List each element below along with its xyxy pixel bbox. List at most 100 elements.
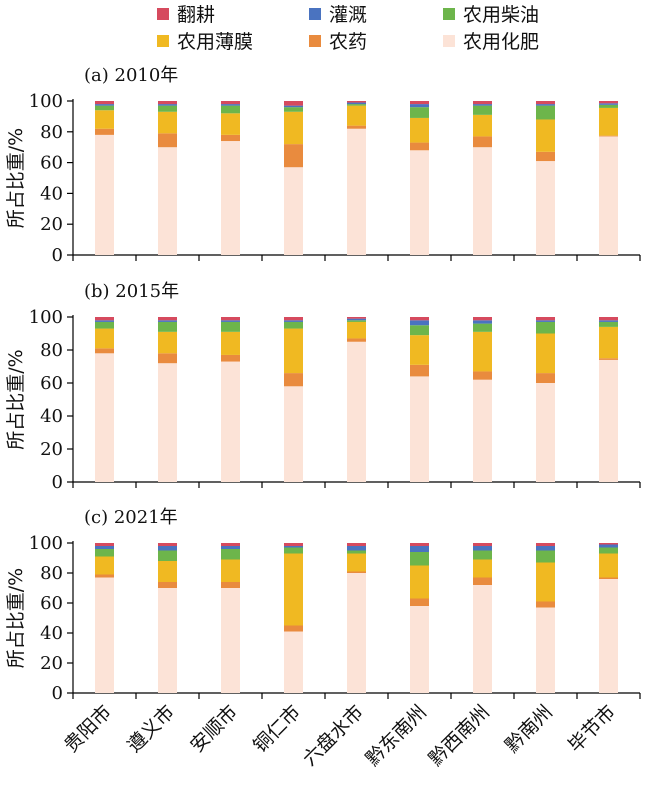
panel-title-1: (a) 2010年 <box>84 65 178 86</box>
y-tick-label-1-5: 100 <box>29 91 63 112</box>
bar-segment-p3-c5-s2 <box>347 571 366 573</box>
bar-segment-p3-c1-s3 <box>95 556 114 575</box>
bar-segment-p3-c7-s5 <box>473 546 492 551</box>
category-label-4: 铜仁市 <box>249 701 305 757</box>
bar-segment-p1-c3-s5 <box>221 104 240 106</box>
bar-segment-p2-c8-s4 <box>536 321 555 334</box>
bar-segment-p3-c7-s1 <box>473 585 492 693</box>
bar-segment-p2-c4-s1 <box>284 386 303 482</box>
bar-segment-p3-c8-s3 <box>536 562 555 602</box>
bar-segment-p1-c2-s1 <box>158 147 177 255</box>
bar-segment-p3-c1-s4 <box>95 549 114 557</box>
bar-segment-p1-c3-s1 <box>221 141 240 255</box>
bar-segment-p2-c2-s6 <box>158 317 177 321</box>
bar-segment-p1-c9-s3 <box>599 107 618 136</box>
bar-segment-p2-c3-s6 <box>221 317 240 321</box>
bar-segment-p3-c8-s1 <box>536 607 555 693</box>
bar-segment-p2-c2-s5 <box>158 320 177 322</box>
bar-segment-p1-c3-s3 <box>221 113 240 135</box>
bar-segment-p1-c4-s3 <box>284 111 303 145</box>
bar-segment-p3-c3-s5 <box>221 546 240 549</box>
bar-segment-p1-c1-s5 <box>95 104 114 106</box>
bar-segment-p3-c1-s2 <box>95 574 114 578</box>
legend-label-4: 农用薄膜 <box>177 31 253 53</box>
bar-segment-p2-c6-s1 <box>410 376 429 482</box>
category-label-1: 贵阳市 <box>60 701 116 757</box>
legend-swatch-6 <box>443 35 455 47</box>
bar-segment-p3-c7-s3 <box>473 559 492 578</box>
y-axis-label-3: 所占比重/% <box>5 568 27 668</box>
bar-segment-p2-c9-s6 <box>599 317 618 321</box>
y-tick-label-3-4: 80 <box>40 563 63 584</box>
category-label-9: 毕节市 <box>564 701 620 757</box>
panel-title-2: (b) 2015年 <box>84 281 179 302</box>
bar-segment-p1-c1-s6 <box>95 101 114 105</box>
bar-segment-p2-c3-s2 <box>221 354 240 362</box>
bar-segment-p3-c6-s3 <box>410 565 429 599</box>
legend-swatch-5 <box>309 35 321 47</box>
bar-segment-p2-c4-s4 <box>284 321 303 329</box>
bar-segment-p3-c3-s3 <box>221 559 240 582</box>
bar-segment-p3-c7-s2 <box>473 577 492 585</box>
bar-segment-p2-c5-s1 <box>347 341 366 482</box>
category-label-5: 六盘水市 <box>299 701 368 770</box>
y-tick-label-3-1: 20 <box>40 653 63 674</box>
bar-segment-p2-c4-s6 <box>284 317 303 321</box>
bar-segment-p3-c8-s2 <box>536 601 555 608</box>
bar-segment-p3-c6-s5 <box>410 546 429 552</box>
bar-segment-p2-c1-s2 <box>95 348 114 354</box>
bar-segment-p1-c7-s6 <box>473 101 492 105</box>
bar-segment-p1-c1-s1 <box>95 134 114 255</box>
bar-segment-p2-c9-s5 <box>599 320 618 322</box>
bar-segment-p3-c8-s5 <box>536 546 555 551</box>
bar-segment-p3-c8-s4 <box>536 550 555 563</box>
bar-segment-p1-c3-s6 <box>221 101 240 105</box>
bar-segment-p3-c2-s6 <box>158 543 177 546</box>
bar-segment-p1-c7-s2 <box>473 136 492 148</box>
bar-segment-p3-c9-s1 <box>599 579 618 693</box>
bar-segment-p3-c6-s6 <box>410 543 429 546</box>
bar-segment-p1-c9-s2 <box>599 135 618 137</box>
bar-segment-p3-c4-s6 <box>284 543 303 546</box>
category-label-2: 遵义市 <box>123 701 179 757</box>
bar-segment-p1-c3-s2 <box>221 134 240 142</box>
bar-segment-p2-c5-s5 <box>347 318 366 321</box>
legend-swatch-4 <box>157 35 169 47</box>
bar-segment-p3-c4-s5 <box>284 546 303 548</box>
y-axis-label-1: 所占比重/% <box>5 128 27 228</box>
bar-segment-p3-c9-s3 <box>599 553 618 578</box>
bar-segment-p3-c9-s6 <box>599 543 618 545</box>
bar-segment-p1-c1-s2 <box>95 128 114 135</box>
bar-segment-p2-c6-s6 <box>410 317 429 321</box>
bar-segment-p2-c6-s4 <box>410 325 429 336</box>
bar-segment-p3-c1-s1 <box>95 577 114 693</box>
bar-segment-p2-c1-s5 <box>95 320 114 322</box>
bar-segment-p3-c2-s1 <box>158 588 177 693</box>
bar-segment-p3-c4-s2 <box>284 625 303 632</box>
legend-swatch-2 <box>309 8 321 20</box>
bar-segment-p2-c4-s3 <box>284 328 303 374</box>
bar-segment-p1-c7-s4 <box>473 105 492 115</box>
bar-segment-p2-c2-s3 <box>158 331 177 354</box>
bar-segment-p1-c9-s6 <box>599 101 618 104</box>
y-tick-label-1-2: 40 <box>40 183 63 204</box>
y-tick-label-2-3: 60 <box>40 373 63 394</box>
bar-segment-p2-c6-s3 <box>410 335 429 365</box>
bar-segment-p2-c9-s3 <box>599 326 618 359</box>
bar-segment-p1-c8-s6 <box>536 101 555 105</box>
bar-segment-p3-c1-s5 <box>95 546 114 549</box>
legend-label-1: 翻耕 <box>177 4 215 26</box>
bar-segment-p3-c9-s4 <box>599 547 618 554</box>
bar-segment-p3-c8-s6 <box>536 543 555 546</box>
bar-segment-p1-c2-s4 <box>158 105 177 112</box>
bar-segment-p1-c5-s1 <box>347 128 366 255</box>
bar-segment-p3-c4-s1 <box>284 631 303 693</box>
bar-segment-p1-c9-s1 <box>599 136 618 255</box>
bar-segment-p1-c9-s4 <box>599 104 618 108</box>
bar-segment-p3-c3-s1 <box>221 588 240 693</box>
bar-segment-p2-c1-s1 <box>95 353 114 482</box>
legend-swatch-1 <box>157 8 169 20</box>
bar-segment-p3-c2-s2 <box>158 582 177 588</box>
legend-label-2: 灌溉 <box>329 4 367 26</box>
